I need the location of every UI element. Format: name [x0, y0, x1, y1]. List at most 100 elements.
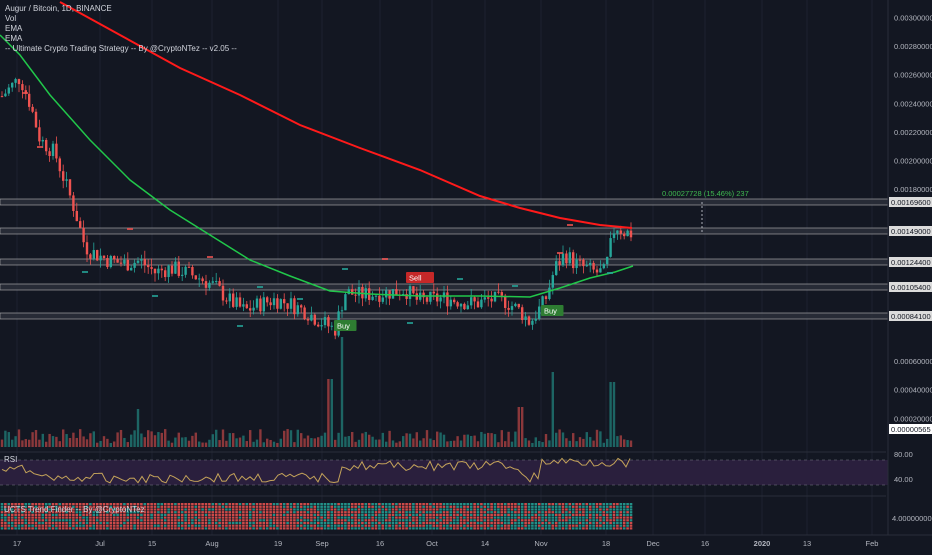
- trend-cell: [82, 508, 85, 511]
- trend-cell: [187, 511, 191, 514]
- legend-title[interactable]: Augur / Bitcoin, 1D, BINANCE: [5, 4, 112, 13]
- candle-body: [11, 82, 14, 88]
- trend-cell: [378, 503, 381, 506]
- trend-cell: [531, 513, 534, 516]
- signal-sell-badge[interactable]: [406, 272, 434, 283]
- trend-cell: [262, 521, 266, 525]
- price-tick-label: 0.00220000: [894, 128, 932, 137]
- trend-cell: [571, 527, 575, 530]
- volume-bar: [578, 437, 582, 447]
- trend-cell: [95, 516, 99, 519]
- candle-body: [589, 262, 592, 266]
- trend-cell: [286, 511, 289, 514]
- signal-buy-badge[interactable]: [334, 320, 357, 331]
- trend-cell: [24, 505, 28, 508]
- trend-cell: [231, 511, 235, 514]
- trend-cell: [306, 516, 310, 519]
- trend-cell: [245, 511, 249, 514]
- volume-bar: [160, 432, 163, 447]
- trend-cell: [371, 527, 374, 530]
- legend-strategy[interactable]: -- Ultimate Crypto Trading Strategy -- B…: [5, 44, 237, 53]
- trend-cell: [541, 527, 544, 530]
- measure-label: 0.00027728 (15.46%) 237: [662, 189, 749, 198]
- trend-cell: [259, 521, 262, 525]
- trend-cell: [340, 527, 344, 530]
- trend-cell: [61, 527, 65, 530]
- trend-cell: [129, 505, 133, 508]
- trend-cell: [211, 503, 215, 506]
- trend-cell: [452, 521, 456, 525]
- trend-cell: [337, 513, 340, 516]
- trend-cell: [78, 524, 82, 527]
- trend-cell: [446, 513, 449, 516]
- volume-bar: [109, 442, 112, 447]
- trend-cell: [401, 503, 405, 506]
- candle-body: [255, 298, 259, 308]
- trend-cell: [595, 513, 599, 516]
- legend-volume[interactable]: Vol: [5, 14, 17, 23]
- trend-cell: [48, 519, 51, 522]
- trend-cell: [269, 516, 272, 519]
- legend-ema-2[interactable]: EMA: [5, 34, 23, 43]
- trend-cell: [480, 527, 483, 530]
- trend-cell: [174, 511, 177, 514]
- trend-cell: [510, 513, 514, 516]
- trend-cell: [92, 516, 96, 519]
- trend-cell: [354, 521, 357, 525]
- trend-cell: [51, 508, 55, 511]
- trend-cell: [374, 511, 378, 514]
- trend-cell: [34, 508, 38, 511]
- volume-bar: [24, 439, 27, 447]
- trend-cell: [286, 519, 289, 522]
- trend-cell: [398, 511, 402, 514]
- legend-ema-1[interactable]: EMA: [5, 24, 23, 33]
- trend-cell: [102, 511, 106, 514]
- candle-body: [201, 278, 204, 282]
- trend-cell: [95, 521, 99, 525]
- trend-cell: [136, 508, 140, 511]
- trend-cell: [442, 521, 446, 525]
- trend-cell: [480, 513, 483, 516]
- volume-bar: [82, 436, 85, 447]
- trend-cell: [293, 505, 296, 508]
- trend-cell: [466, 503, 470, 506]
- trend-cell: [476, 519, 480, 522]
- trend-cell: [116, 519, 119, 522]
- trend-cell: [412, 516, 415, 519]
- trend-cell: [58, 505, 62, 508]
- trend-cell: [446, 503, 449, 506]
- trend-cell: [602, 516, 606, 519]
- trend-cell: [531, 505, 534, 508]
- trend-cell: [282, 521, 286, 525]
- trend-cell: [565, 524, 568, 527]
- trend-cell: [330, 503, 334, 506]
- trend-cell: [245, 508, 249, 511]
- volume-bar: [252, 441, 255, 447]
- trend-cell: [116, 527, 119, 530]
- chart-legend: Augur / Bitcoin, 1D, BINANCE Vol EMA EMA…: [5, 4, 237, 54]
- trend-cell: [112, 521, 116, 525]
- trend-cell: [585, 511, 589, 514]
- trend-cell: [119, 521, 123, 525]
- trend-cell: [490, 527, 493, 530]
- trend-cell: [367, 513, 371, 516]
- trend-cell: [10, 519, 14, 522]
- trend-cell: [582, 521, 585, 525]
- trend-cell: [381, 513, 385, 516]
- trend-cell: [102, 505, 106, 508]
- trend-cell: [415, 527, 419, 530]
- trend-cell: [473, 508, 476, 511]
- trend-cell: [422, 503, 425, 506]
- trend-cell: [619, 503, 623, 506]
- trend-cell: [21, 524, 24, 527]
- signal-buy-badge[interactable]: [541, 305, 564, 316]
- candle-body: [408, 286, 412, 299]
- trend-cell: [425, 513, 429, 516]
- trend-cell: [449, 508, 453, 511]
- trend-cell: [418, 505, 422, 508]
- pivot-marker: [512, 285, 518, 287]
- candle-body: [425, 297, 429, 302]
- trend-cell: [255, 513, 259, 516]
